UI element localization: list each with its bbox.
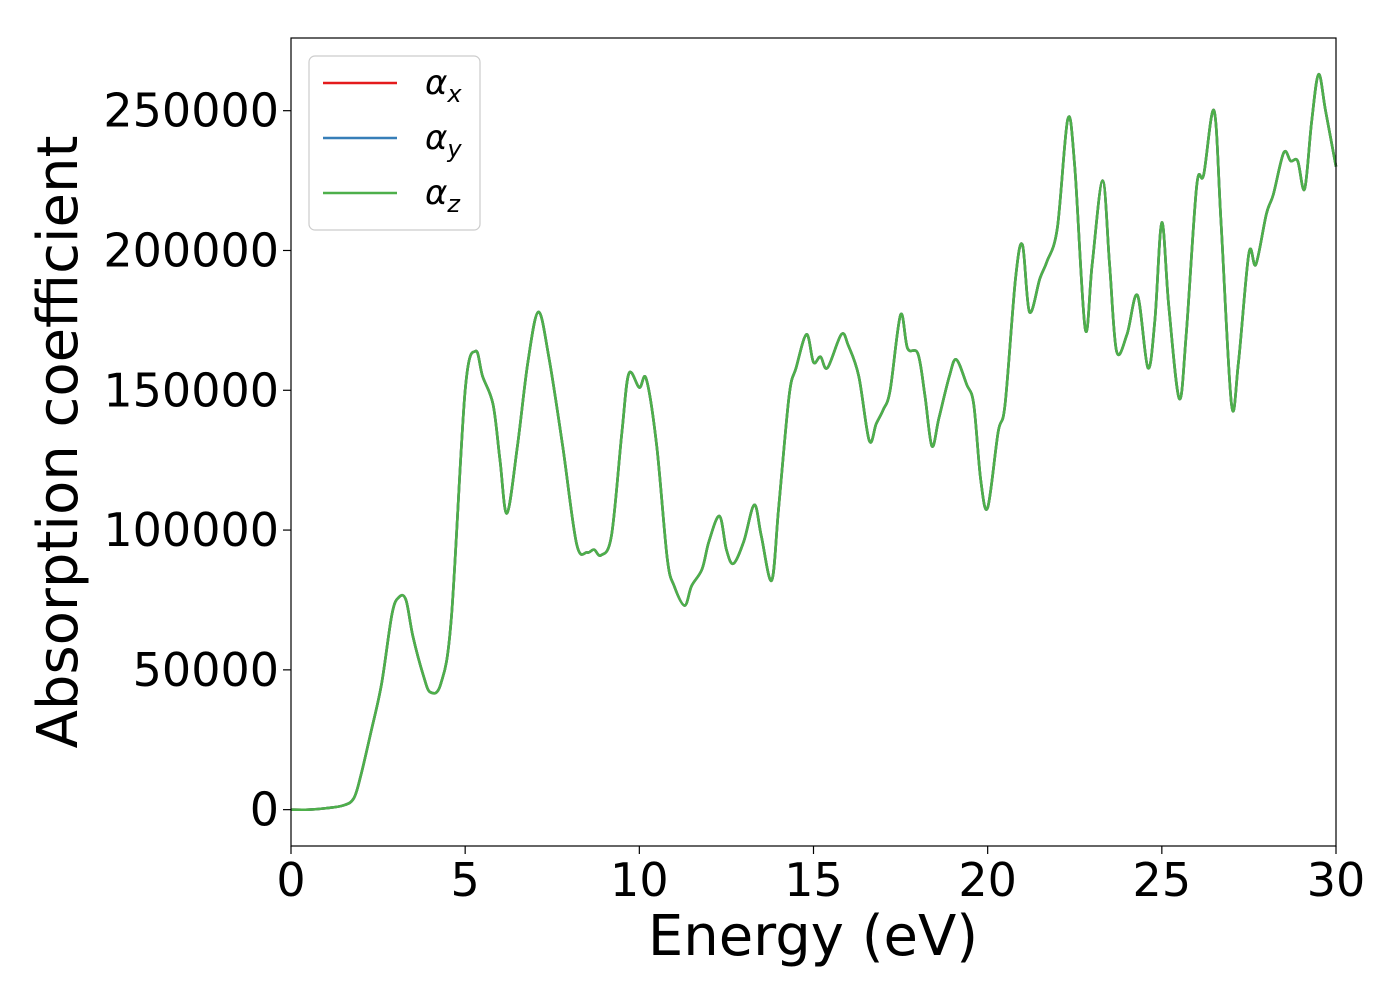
- y-tick-label: 0: [250, 783, 279, 837]
- series-layer: [290, 73, 1338, 812]
- legend-items: αx αy αz: [323, 63, 462, 218]
- y-tick-label: 100000: [103, 503, 279, 557]
- legend-frame: [308, 55, 481, 231]
- x-axis-label: Energy (eV): [648, 904, 978, 969]
- legend-label-1: αy: [425, 118, 462, 163]
- y-axis: 0 50000 100000 150000 200000 250000: [103, 84, 291, 837]
- y-axis-label: Absorption coefficient: [26, 136, 91, 749]
- x-tick-label: 15: [784, 853, 843, 907]
- legend-label-0: αx: [425, 63, 462, 108]
- x-tick-label: 10: [610, 853, 669, 907]
- x-tick-label: 30: [1307, 853, 1366, 907]
- x-tick-label: 20: [958, 853, 1017, 907]
- x-tick-label: 5: [451, 853, 480, 907]
- y-tick-label: 150000: [103, 363, 279, 417]
- series-line-2: [290, 73, 1338, 812]
- y-tick-label: 250000: [103, 84, 279, 138]
- legend-label-2: αz: [425, 173, 461, 218]
- x-axis: 0 5 10 15 20 25 30: [276, 846, 1365, 907]
- y-tick-label: 200000: [103, 223, 279, 277]
- y-tick-label: 50000: [133, 643, 279, 697]
- x-tick-label: 25: [1133, 853, 1192, 907]
- x-tick-label: 0: [276, 853, 305, 907]
- legend: αx αy αz: [308, 55, 481, 231]
